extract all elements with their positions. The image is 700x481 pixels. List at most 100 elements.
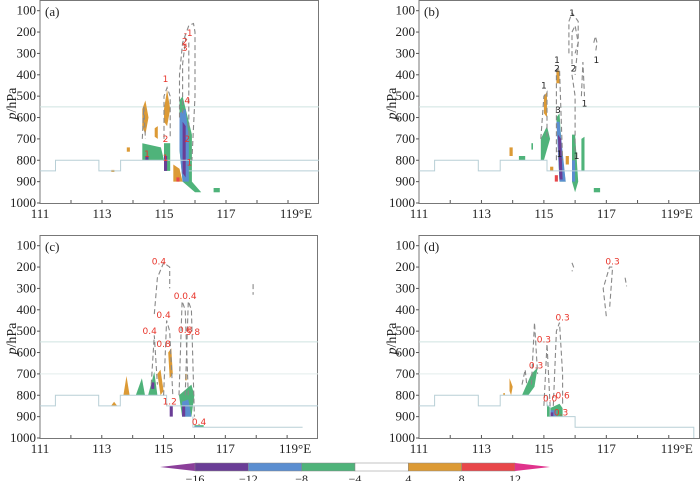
y-tick-label: 200 (17, 24, 37, 39)
y-tick-label: 700 (396, 131, 416, 146)
y-axis-label-var: p (385, 113, 400, 121)
colorbar-tick-label: 4 (405, 472, 411, 481)
filled-contour-red (176, 177, 180, 182)
y-axis-label: p/hPa (5, 87, 20, 121)
y-tick-label: 300 (396, 45, 416, 60)
panel-d: 0.3 0.3 0.3 0.3 0.00.6 0.3 (d) 100 200 300 400 500 6… (385, 235, 700, 456)
contour-label: 0.0 (543, 394, 558, 404)
x-tick-label: 117 (216, 441, 236, 456)
filled-contour-green (522, 367, 538, 396)
terrain-line (40, 159, 319, 172)
y-axis-label-unit: /hPa (5, 322, 20, 348)
filled-contour-green (593, 188, 601, 193)
filled-contour-orange (503, 393, 505, 396)
contour-label: 2 (571, 64, 577, 74)
panel-c: 0.40.0.40.40.4 0.85.80.81.20.4(c)10020030… (5, 235, 318, 456)
plot-frame (418, 235, 700, 439)
panel-label: (b) (424, 4, 439, 19)
dashed-contour (153, 261, 171, 315)
y-tick-label: 400 (17, 67, 37, 82)
y-tick-label: 500 (17, 323, 37, 338)
x-tick-label: 115 (154, 206, 173, 221)
filled-contour-orange (126, 147, 130, 152)
y-axis-label-unit: /hPa (5, 87, 20, 113)
colorbar-tick-label: −4 (349, 472, 362, 481)
y-tick-label: 700 (17, 366, 37, 381)
contour-label: 4 (184, 96, 190, 106)
colorbar-segment (248, 462, 302, 472)
contour-label: 1 (557, 150, 563, 160)
x-tick-label: 119°E (280, 206, 312, 221)
filled-contour-purple (164, 156, 168, 171)
x-tick-label: 119°E (661, 206, 693, 221)
y-axis-label: p/hPa (385, 87, 400, 121)
contour-label: 1 (163, 154, 169, 164)
y-tick-label: 100 (17, 3, 37, 18)
colorbar-segment (354, 462, 409, 472)
dashed-contour (163, 320, 174, 396)
contour-label: 0.3 (555, 313, 569, 323)
dashed-contour (182, 37, 190, 139)
terrain-line (419, 159, 700, 172)
y-tick-label: 400 (396, 67, 416, 82)
dashed-contour (530, 322, 539, 385)
dashed-contour (571, 23, 579, 75)
filled-contour-orange (164, 89, 171, 127)
contour-label: 0.4 (192, 418, 207, 428)
plot-frame (39, 235, 318, 439)
y-tick-label: 800 (396, 387, 416, 402)
dashed-contour (543, 343, 551, 406)
filled-contour-purple (169, 405, 173, 417)
y-tick-label: 800 (396, 152, 416, 167)
y-axis-label-unit: /hPa (385, 322, 400, 348)
y-tick-label: 300 (396, 280, 416, 295)
colorbar-tick-label: 8 (459, 472, 465, 481)
colorbar-tick-label: −8 (295, 472, 308, 481)
y-tick-label: 200 (17, 259, 37, 274)
contour-label: 1 (163, 75, 169, 85)
colorbar-extend-high (515, 463, 550, 471)
filled-contour-green (213, 188, 220, 193)
y-tick-label: 600 (396, 345, 416, 360)
x-tick-label: 111 (31, 441, 50, 456)
dashed-contour (150, 335, 158, 385)
filled-contour-orange (556, 70, 560, 84)
filled-contour-orange (509, 147, 513, 156)
x-tick-label: 115 (154, 441, 173, 456)
dashed-contour (163, 85, 171, 139)
x-tick-label: 113 (472, 206, 491, 221)
y-tick-label: 100 (396, 3, 416, 18)
dashed-contour (593, 36, 598, 54)
colorbar-tick-label: 12 (509, 472, 521, 481)
contour-label: -1 (184, 29, 193, 39)
contour-label: 0.4 (156, 311, 171, 321)
colorbar-segment (408, 462, 462, 472)
contour-label: 1 (144, 150, 150, 160)
contour-label: 1 (593, 56, 599, 66)
filled-contour-purple (151, 382, 155, 389)
y-tick-label: 900 (396, 409, 416, 424)
panel-label: (a) (45, 4, 59, 19)
filled-contour-orange (173, 164, 183, 182)
y-tick-label: 1000 (389, 430, 415, 445)
x-tick-label: 119°E (279, 441, 311, 456)
dashed-contour (521, 369, 528, 385)
y-tick-label: 500 (396, 88, 416, 103)
colorbar: −16 −12 −8 −4 4 8 12 (160, 462, 550, 481)
y-axis-label-var: p (5, 348, 20, 356)
y-tick-label: 1000 (389, 195, 415, 210)
y-tick-label: 900 (17, 174, 37, 189)
x-tick-label: 111 (410, 441, 429, 456)
contour-label: 1 (187, 158, 193, 168)
x-tick-label: 115 (534, 206, 553, 221)
colorbar-extend-low (160, 463, 195, 471)
y-tick-label: 100 (17, 238, 37, 253)
panel-label: (d) (424, 239, 439, 254)
y-tick-label: 900 (17, 409, 37, 424)
x-tick-label: 119°E (661, 441, 693, 456)
y-tick-label: 600 (17, 110, 37, 125)
filled-contour-green (540, 126, 551, 161)
contour-label: 1 (569, 9, 575, 19)
filled-contour-green (531, 143, 533, 150)
